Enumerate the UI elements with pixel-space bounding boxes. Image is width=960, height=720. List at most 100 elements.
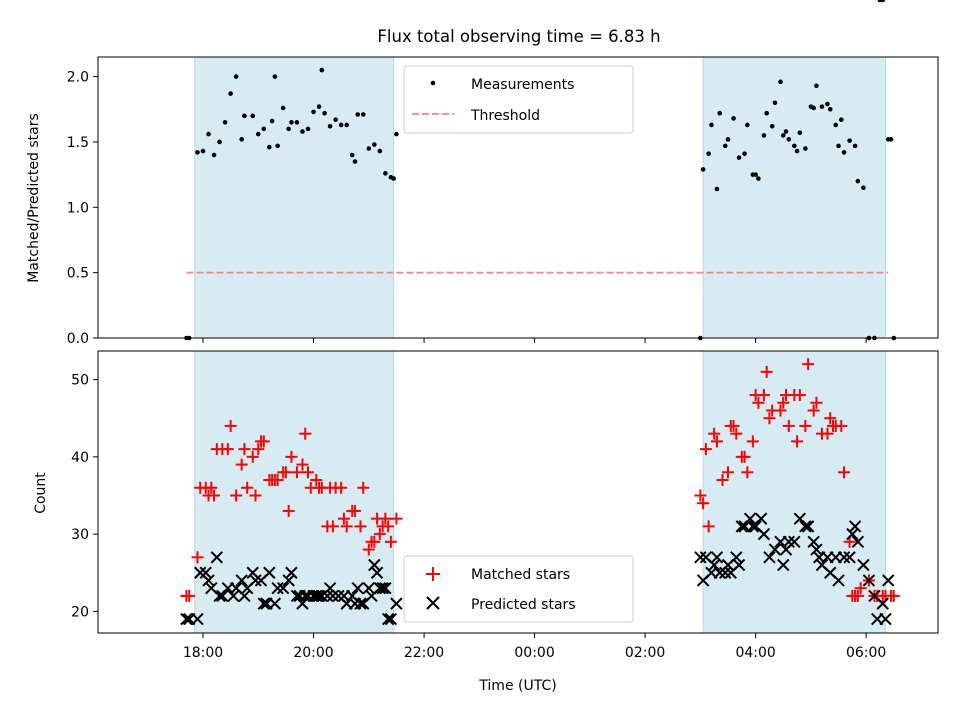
matched-stars-point xyxy=(838,466,851,479)
matched-stars-point xyxy=(702,520,715,533)
measurement-point xyxy=(311,109,316,115)
predicted-stars-point xyxy=(282,574,295,587)
matched-stars-point xyxy=(238,443,251,456)
matched-stars-point xyxy=(241,481,254,494)
bottom-xtick-label: 18:00 xyxy=(183,645,223,661)
matched-stars-point xyxy=(752,396,765,409)
legend-marker-predicted xyxy=(426,596,440,610)
matched-stars-point xyxy=(799,419,812,432)
predicted-stars-point xyxy=(848,520,862,533)
bottom-xtick-label: 22:00 xyxy=(404,645,444,661)
matched-stars-point xyxy=(821,427,834,440)
measurement-point xyxy=(355,112,361,117)
bottom-ytick-label: 20 xyxy=(71,604,89,620)
observing-window xyxy=(702,56,887,339)
legend-label-predicted: Predicted stars xyxy=(471,597,576,613)
matched-stars-point xyxy=(235,458,248,471)
measurement-point xyxy=(372,142,377,147)
matched-stars-point xyxy=(791,435,804,448)
measurement-point xyxy=(772,100,778,106)
matched-stars-point xyxy=(807,404,820,417)
matched-stars-point xyxy=(390,512,403,525)
matched-stars-point xyxy=(760,365,773,378)
predicted-stars-point xyxy=(846,527,859,541)
predicted-stars-point xyxy=(754,512,768,525)
measurement-point xyxy=(797,130,803,136)
measurement-point xyxy=(814,83,819,89)
measurement-point xyxy=(714,186,720,192)
predicted-stars-point xyxy=(810,543,823,556)
measurement-point xyxy=(794,148,800,154)
measurement-point xyxy=(352,159,358,164)
measurement-point xyxy=(819,104,825,109)
matched-stars-point xyxy=(257,435,270,448)
predicted-stars-point xyxy=(768,543,782,556)
measurement-point xyxy=(217,139,222,145)
matched-stars-point xyxy=(716,474,729,487)
matched-stars-point xyxy=(697,497,710,510)
measurement-point xyxy=(756,176,761,181)
measurement-point xyxy=(366,146,372,151)
predicted-stars-point xyxy=(199,566,212,579)
matched-stars-point xyxy=(854,582,867,595)
measurement-point xyxy=(275,143,280,149)
matched-stars-point xyxy=(183,589,196,602)
chart-title: Flux total observing time = 6.83 h xyxy=(377,27,660,46)
matched-stars-point xyxy=(793,389,806,402)
matched-stars-point xyxy=(802,358,815,371)
predicted-stars-point xyxy=(882,574,895,587)
predicted-stars-point xyxy=(801,520,815,533)
x-axis-label: Time (UTC) xyxy=(478,678,556,694)
measurement-point xyxy=(233,74,239,79)
measurement-point xyxy=(360,112,366,117)
predicted-stars-point xyxy=(879,612,892,626)
measurement-point xyxy=(855,178,861,184)
top-legend: Measurements Threshold xyxy=(403,65,634,134)
predicted-stars-point xyxy=(719,566,732,579)
predicted-stars-point xyxy=(807,535,820,549)
predicted-stars-point xyxy=(370,566,384,579)
matched-stars-point xyxy=(285,450,298,463)
predicted-stars-point xyxy=(707,558,721,572)
measurement-point xyxy=(700,167,706,172)
measurement-point xyxy=(333,117,338,123)
measurement-point xyxy=(349,152,355,158)
bottom-xtick-label: 02:00 xyxy=(625,645,665,661)
measurement-point xyxy=(764,110,769,116)
measurement-point xyxy=(394,131,399,137)
matched-stars-point xyxy=(727,419,740,432)
matched-stars-point xyxy=(302,466,314,479)
predicted-stars-point xyxy=(843,551,856,564)
predicted-stars-point xyxy=(354,597,367,610)
bottom-panel: 20 30 40 50 18:00 20:00 22:00 00:00 02:00 04:00 0… xyxy=(33,350,939,694)
matched-stars-point xyxy=(738,450,751,463)
matched-stars-point xyxy=(340,520,353,533)
matched-stars-point xyxy=(290,466,303,479)
measurement-point xyxy=(239,137,244,142)
matched-stars-point xyxy=(746,435,759,448)
legend-label-matched: Matched stars xyxy=(471,567,570,583)
measurement-point xyxy=(286,126,291,132)
matched-stars-point xyxy=(694,489,707,502)
predicted-stars-point xyxy=(351,581,364,595)
matched-stars-point xyxy=(205,481,218,494)
matched-stars-point xyxy=(384,535,397,548)
predicted-stars-point xyxy=(376,581,389,595)
top-panel: 0.00.51.01.52.0 Matched/Predicted stars … xyxy=(26,0,939,347)
predicted-stars-point xyxy=(777,558,790,572)
top-ytick-label: 1.0 xyxy=(67,200,89,216)
measurement-point xyxy=(269,118,275,124)
predicted-stars-point xyxy=(757,527,771,541)
measurement-point xyxy=(833,122,839,128)
measurement-point xyxy=(803,146,808,151)
predicted-stars-point xyxy=(381,612,395,626)
measurement-point xyxy=(722,143,728,149)
matched-stars-point xyxy=(730,427,743,440)
measurement-point xyxy=(847,138,852,143)
matched-stars-point xyxy=(221,443,234,456)
matched-stars-point xyxy=(357,481,370,494)
predicted-stars-point xyxy=(743,512,757,525)
matched-stars-point xyxy=(299,427,312,440)
measurement-point xyxy=(780,133,786,138)
matched-stars-point xyxy=(699,443,712,456)
